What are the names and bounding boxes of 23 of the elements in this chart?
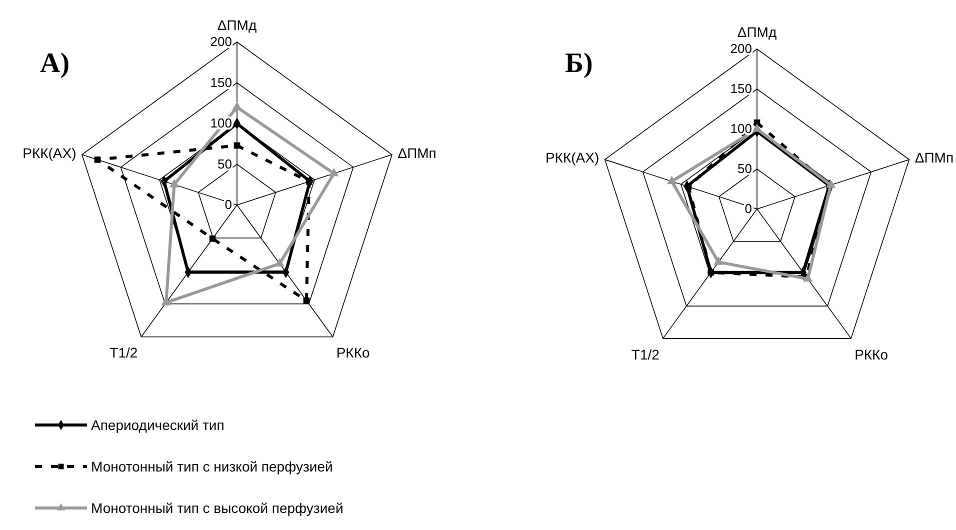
y-tick-label: 50 — [738, 161, 752, 176]
spoke-label: РККо — [336, 344, 370, 361]
spoke-label: РКК(АХ) — [22, 144, 76, 161]
y-tick-label: 200 — [210, 34, 232, 49]
text: Б) — [565, 48, 593, 79]
y-tick-label: 50 — [218, 156, 232, 172]
legend-label: Монотонный тип с низкой перфузией — [91, 458, 333, 474]
spoke-label: ΔПМд — [737, 24, 777, 40]
y-tick-label: 100 — [210, 116, 232, 130]
y-tick-label: 100 — [730, 121, 752, 136]
spoke-label: T1/2 — [631, 346, 660, 362]
y-tick-label: 200 — [730, 41, 752, 56]
spoke-label: T1/2 — [110, 344, 138, 361]
spoke-label: ΔПМп — [398, 144, 436, 161]
legend-label: Монотонный тип с высокой перфузией — [91, 500, 344, 516]
spoke-label: РККо — [854, 346, 888, 362]
spoke-label: РКК(АХ) — [545, 150, 600, 166]
spoke-label: ΔПМд — [217, 17, 257, 33]
legend-label: Апериодический тип — [91, 417, 224, 433]
spoke-label: ΔПМп — [914, 150, 954, 166]
y-tick-label: 150 — [210, 74, 232, 90]
text: А) — [40, 48, 70, 79]
y-tick-label: 150 — [730, 81, 752, 96]
